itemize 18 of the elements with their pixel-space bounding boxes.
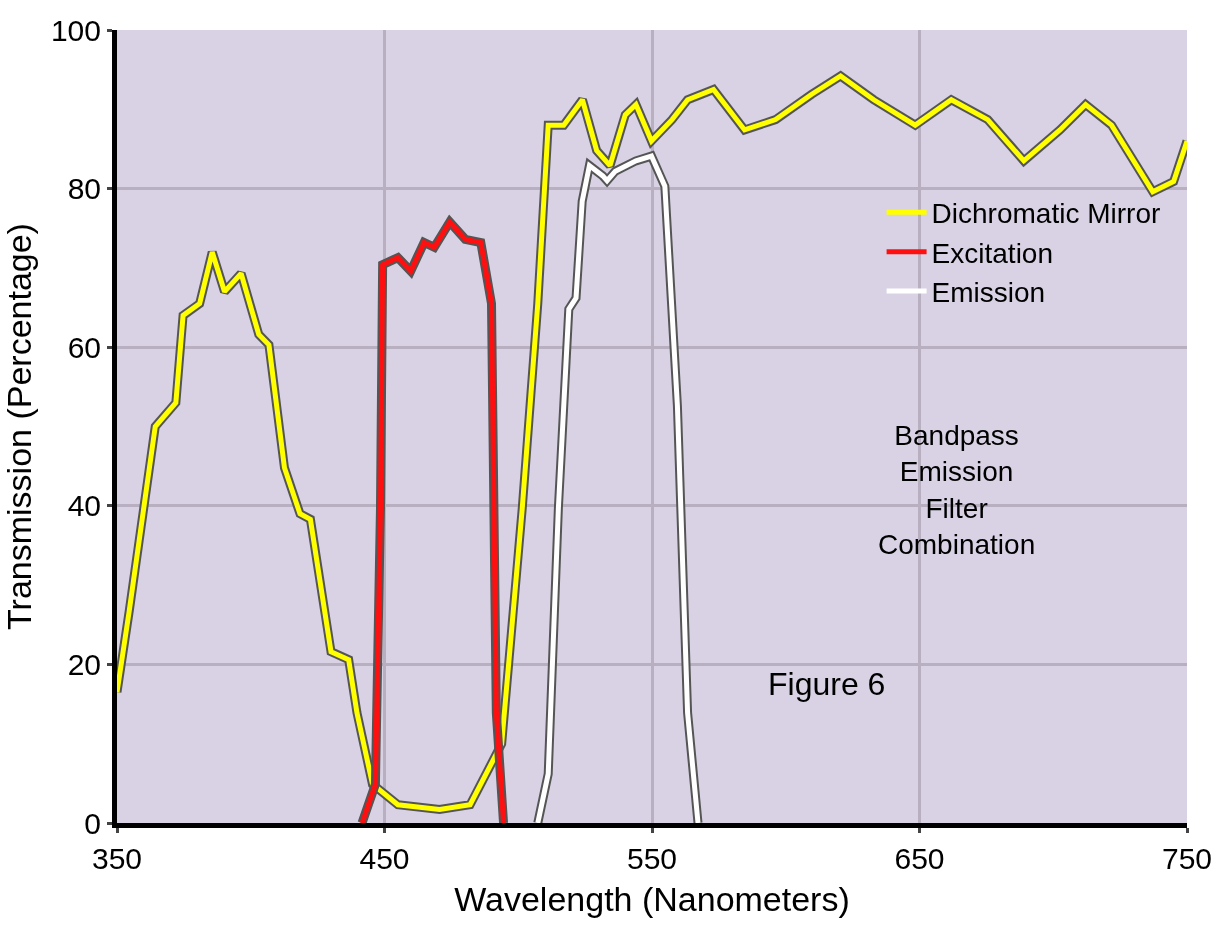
- x-tick-label: 450: [359, 842, 410, 875]
- y-tick-label: 20: [67, 647, 101, 681]
- y-tick-label: 100: [50, 13, 101, 47]
- y-tick-label: 80: [67, 172, 101, 206]
- y-tick-label: 0: [84, 806, 101, 840]
- legend-label: Excitation: [931, 237, 1054, 269]
- y-tick-label: 60: [67, 330, 101, 364]
- x-tick-label: 350: [91, 842, 143, 875]
- legend-label: Emission: [931, 276, 1046, 308]
- x-tick-label: 650: [894, 842, 945, 875]
- x-tick-label: 550: [626, 842, 678, 875]
- y-tick-label: 40: [67, 489, 101, 523]
- annotation: Figure 6: [768, 666, 886, 702]
- x-axis-title: Wavelength (Nanometers): [454, 880, 850, 919]
- x-tick-label: 750: [1161, 842, 1213, 875]
- y-axis-title: Transmission (Percentage): [0, 223, 38, 630]
- annotation: Bandpass Emission Filter Combination: [878, 420, 1036, 561]
- legend-label: Dichromatic Mirror: [931, 198, 1161, 230]
